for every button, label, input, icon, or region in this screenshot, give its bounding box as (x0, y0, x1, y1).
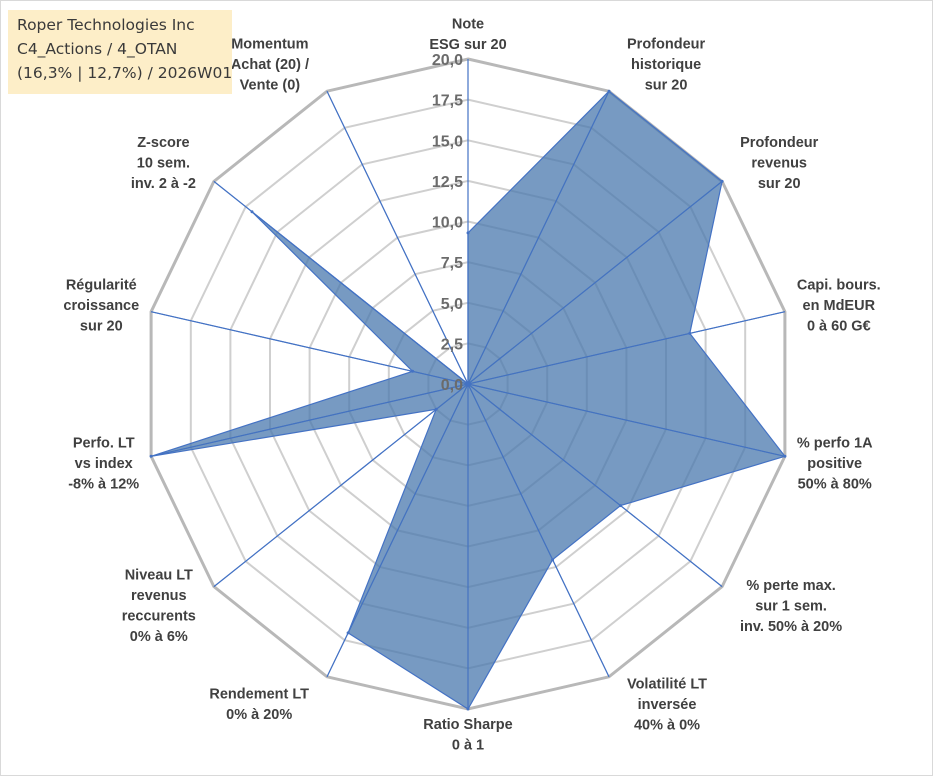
axis-spoke-overlay (326, 90, 469, 385)
axis-spoke-overlay (467, 181, 723, 385)
axis-label-line: % perfo 1A (797, 436, 873, 452)
axis-label-line: Achat (20) / (231, 57, 309, 73)
axis-label-line: 0 à 1 (452, 738, 484, 754)
data-point (607, 89, 611, 93)
axis-label-line: inversée (638, 697, 697, 713)
data-point (466, 231, 470, 235)
axis-label-line: % perte max. (746, 578, 835, 594)
axis-label: Profondeur revenus sur 20 (740, 135, 818, 192)
data-point (250, 210, 254, 214)
data-point (411, 369, 415, 373)
tick-label: 20,0 (432, 52, 463, 69)
axis-spoke-overlay (213, 181, 469, 385)
axis-label: Capi. bours. en MdEUR 0 à 60 G€ (797, 278, 881, 335)
axis-spoke-overlay (326, 383, 469, 678)
axis-label-line: Niveau LT (125, 568, 193, 584)
axis-label-line: reccurents (122, 609, 196, 625)
axis-label-line: inv. 2 à -2 (131, 176, 196, 192)
axis-label-line: revenus (751, 156, 807, 172)
radar-series (149, 59, 787, 711)
data-point (551, 558, 555, 562)
axis-label-line: historique (631, 57, 701, 73)
axis-label-line: 0% à 20% (226, 707, 292, 723)
axis-label-line: sur 20 (758, 176, 801, 192)
data-point (149, 454, 153, 458)
axis-label-line: sur 1 sem. (755, 598, 827, 614)
axis-label: % perfo 1A positive 50% à 80% (797, 436, 873, 493)
axis-label-line: -8% à 12% (68, 477, 139, 493)
axis-label-line: vs index (75, 456, 133, 472)
tick-label: 17,5 (432, 93, 463, 110)
portfolio-path: C4_Actions / 4_OTAN (17, 40, 178, 58)
axis-label-line: 50% à 80% (798, 477, 872, 493)
axis-label: Volatilité LT inversée 40% à 0% (627, 676, 707, 733)
axis-label: Régularité croissance sur 20 (63, 278, 139, 335)
axis-label-line: Momentum (231, 37, 308, 53)
tick-label: 10,0 (432, 215, 463, 232)
radar-axis-labels: Note ESG sur 20 Profondeur historique sur 20… (63, 17, 880, 754)
tick-label: 0,0 (441, 377, 463, 394)
data-point (466, 707, 470, 711)
axis-label-line: Volatilité LT (627, 676, 707, 692)
axis-label-line: sur 20 (645, 78, 688, 94)
axis-spoke-overlay (150, 383, 469, 457)
axis-label: Profondeur historique sur 20 (627, 37, 705, 94)
axis-spoke-overlay (150, 311, 469, 385)
tick-label: 7,5 (441, 255, 463, 272)
axis-label-line: Profondeur (740, 135, 818, 151)
axis-spoke-overlay (213, 383, 469, 587)
axis-label: Niveau LT revenus reccurents 0% à 6% (122, 568, 196, 646)
axis-label-line: 40% à 0% (634, 717, 700, 733)
tick-label: 5,0 (441, 296, 463, 313)
axis-label-line: croissance (63, 298, 139, 314)
axis-label: % perte max. sur 1 sem. inv. 50% à 20% (740, 578, 842, 635)
axis-spoke-overlay (467, 311, 786, 385)
axis-label-line: revenus (131, 588, 187, 604)
data-point (346, 631, 350, 635)
data-point (688, 331, 692, 335)
data-point (466, 382, 470, 386)
data-point (720, 179, 724, 183)
axis-label: Ratio Sharpe 0 à 1 (423, 717, 512, 754)
axis-label: Perfo. LT vs index -8% à 12% (68, 436, 139, 493)
axis-label-line: sur 20 (80, 319, 123, 335)
data-point (619, 504, 622, 508)
axis-label-line: Note (452, 17, 484, 33)
axis-label-line: 0% à 6% (130, 629, 188, 645)
axis-label-line: 0 à 60 G€ (807, 319, 871, 335)
axis-label-line: inv. 50% à 20% (740, 619, 842, 635)
axis-label: Z-score 10 sem. inv. 2 à -2 (131, 135, 196, 192)
info-box: Roper Technologies Inc C4_Actions / 4_OT… (8, 10, 232, 94)
axis-label: Note ESG sur 20 (429, 17, 506, 54)
tick-label: 2,5 (441, 336, 463, 353)
axis-label-line: Ratio Sharpe (423, 717, 512, 733)
axis-label-line: Régularité (66, 278, 137, 294)
axis-label-line: Rendement LT (209, 687, 309, 703)
data-point (783, 454, 787, 458)
performance-stats: (16,3% | 12,7%) / 2026W01 (17, 64, 233, 82)
axis-label-line: Capi. bours. (797, 278, 881, 294)
axis-label: Rendement LT 0% à 20% (209, 687, 309, 724)
axis-label-line: Perfo. LT (73, 436, 135, 452)
axis-label-line: 10 sem. (137, 156, 190, 172)
company-name: Roper Technologies Inc (17, 16, 195, 34)
axis-label: Momentum Achat (20) / Vente (0) (231, 37, 309, 94)
axis-label-line: Z-score (137, 135, 189, 151)
axis-label-line: en MdEUR (803, 298, 876, 314)
axis-label-line: Vente (0) (240, 78, 301, 94)
radar-tick-labels: 0,0 2,5 5,0 7,5 10,0 12,5 15,0 17,5 20,0 (432, 52, 463, 394)
data-point (434, 407, 438, 411)
axis-spoke-overlay (467, 383, 723, 587)
axis-label-line: Profondeur (627, 37, 705, 53)
axis-label-line: ESG sur 20 (429, 37, 506, 53)
tick-label: 12,5 (432, 174, 463, 191)
axis-spoke-overlay (467, 90, 610, 385)
tick-label: 15,0 (432, 133, 463, 150)
axis-spoke-overlay (467, 383, 610, 678)
axis-spoke-overlay (467, 383, 786, 457)
axis-label-line: positive (807, 456, 862, 472)
